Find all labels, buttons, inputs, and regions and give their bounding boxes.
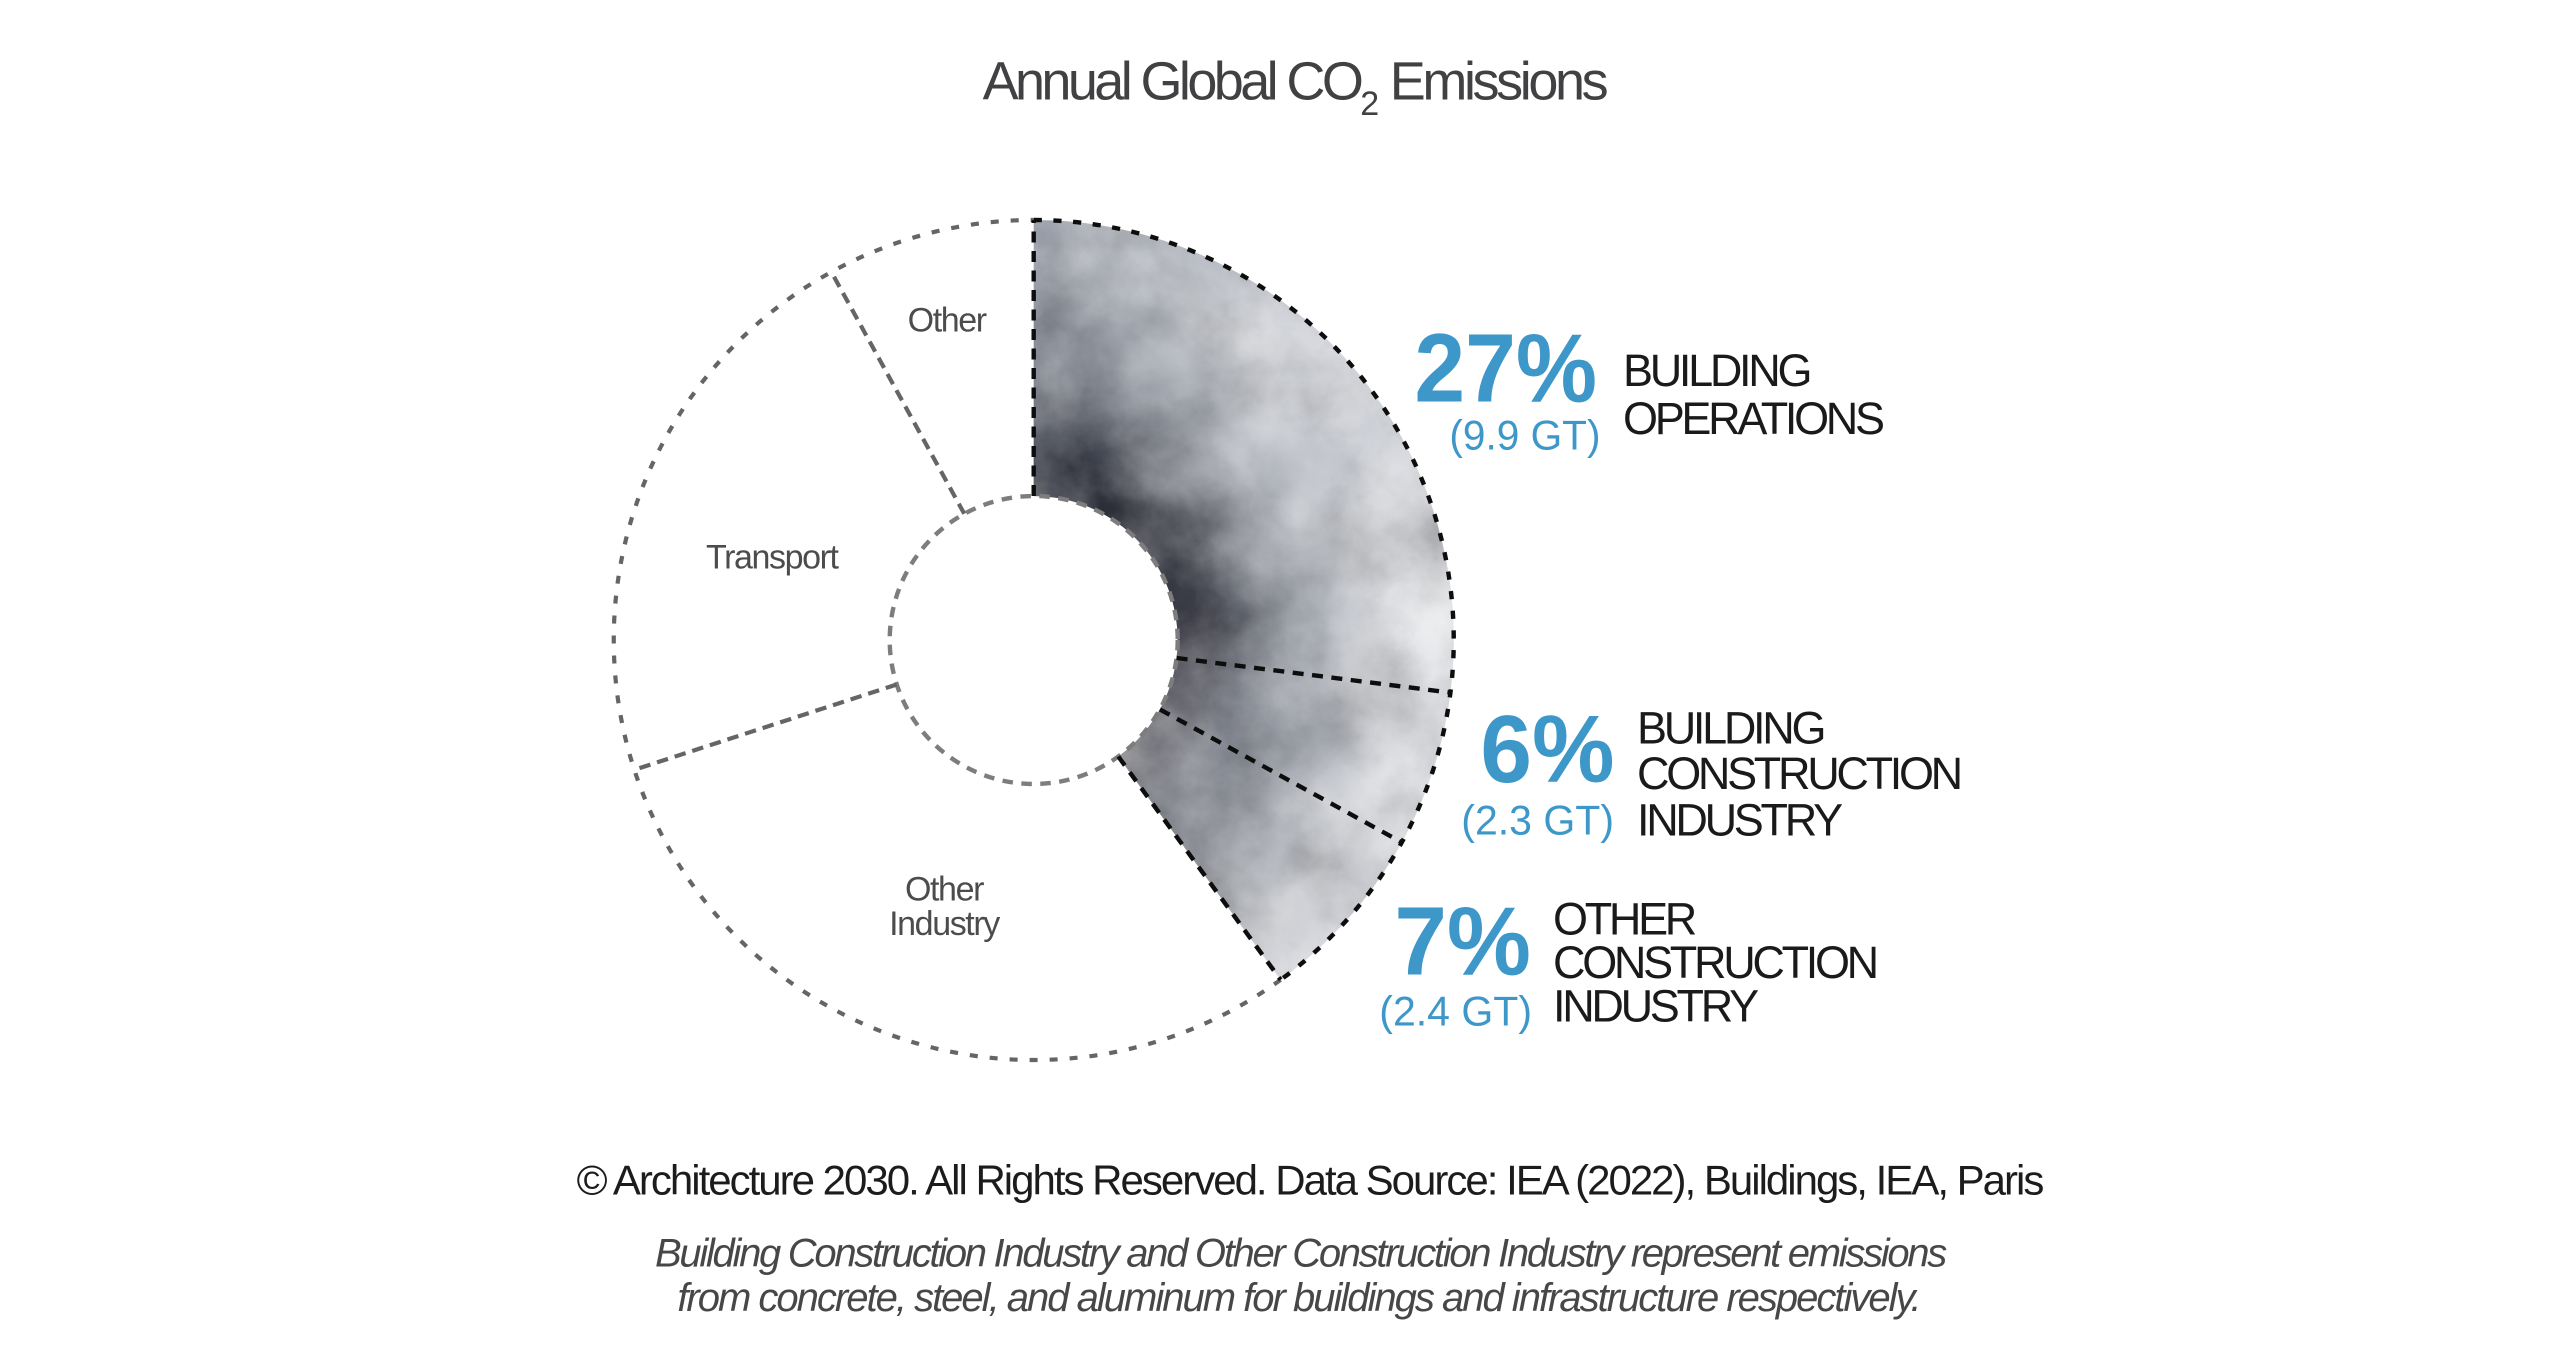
svg-text:(2.4 GT): (2.4 GT) — [1379, 987, 1532, 1035]
svg-text:INDUSTRY: INDUSTRY — [1637, 794, 1843, 845]
svg-text:Industry: Industry — [889, 905, 1000, 943]
svg-text:CONSTRUCTION: CONSTRUCTION — [1637, 748, 1960, 799]
svg-text:from concrete, steel, and alum: from concrete, steel, and aluminum for b… — [677, 1276, 1919, 1320]
svg-text:7%: 7% — [1394, 887, 1531, 995]
svg-text:BUILDING: BUILDING — [1637, 703, 1823, 754]
svg-text:OTHER: OTHER — [1553, 893, 1696, 944]
svg-text:Building Construction Industry: Building Construction Industry and Other… — [655, 1232, 1947, 1276]
svg-text:INDUSTRY: INDUSTRY — [1553, 980, 1759, 1031]
svg-text:6%: 6% — [1480, 697, 1614, 804]
svg-text:Annual Global CO2 Emissions: Annual Global CO2 Emissions — [983, 51, 1608, 123]
svg-text:Transport: Transport — [706, 538, 840, 576]
svg-text:BUILDING: BUILDING — [1623, 345, 1809, 396]
svg-text:(9.9 GT): (9.9 GT) — [1449, 412, 1600, 459]
svg-text:© Architecture 2030. All Right: © Architecture 2030. All Rights Reserved… — [577, 1157, 2044, 1204]
svg-text:Other: Other — [908, 301, 987, 339]
svg-text:27%: 27% — [1414, 314, 1597, 422]
svg-text:Other: Other — [905, 870, 984, 908]
svg-text:(2.3 GT): (2.3 GT) — [1461, 796, 1614, 844]
svg-text:CONSTRUCTION: CONSTRUCTION — [1553, 937, 1876, 988]
svg-text:OPERATIONS: OPERATIONS — [1623, 393, 1883, 444]
